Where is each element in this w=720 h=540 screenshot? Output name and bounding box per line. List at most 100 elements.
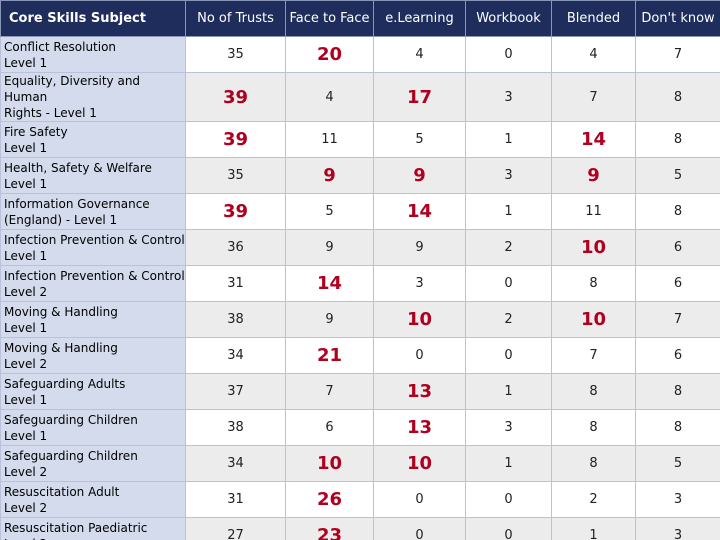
value-cell: 14 <box>285 265 374 302</box>
value-cell: 14 <box>551 121 636 158</box>
value-cell: 1 <box>465 373 552 410</box>
value-cell: 10 <box>373 301 466 338</box>
value-cell: 5 <box>285 193 374 230</box>
value-cell: 6 <box>635 265 720 302</box>
subject-cell: Infection Prevention & Control Level 1 <box>0 229 186 266</box>
value-cell: 0 <box>465 265 552 302</box>
value-cell: 0 <box>465 36 552 73</box>
value-cell: 2 <box>465 301 552 338</box>
subject-cell: Resuscitation Adult Level 2 <box>0 481 186 518</box>
row: Safeguarding Adults Level 1 37 7 13 1 8 8 <box>0 373 720 410</box>
header-row: Core Skills Subject No of Trusts Face to F… <box>0 0 720 37</box>
value-cell: 1 <box>551 517 636 540</box>
value-cell: 21 <box>285 337 374 374</box>
row: Conflict Resolution Level 1 35 20 4 0 4 7 <box>0 36 720 73</box>
subject-cell: Safeguarding Children Level 2 <box>0 445 186 482</box>
value-cell: 38 <box>185 409 286 446</box>
table-body: Conflict Resolution Level 1 35 20 4 0 4 7 Equal… <box>0 36 720 540</box>
value-cell: 3 <box>373 265 466 302</box>
value-cell: 39 <box>185 193 286 230</box>
value-cell: 8 <box>635 193 720 230</box>
value-cell: 31 <box>185 481 286 518</box>
value-cell: 7 <box>285 373 374 410</box>
value-cell: 13 <box>373 373 466 410</box>
value-cell: 10 <box>373 445 466 482</box>
subject-cell: Resuscitation Paediatric Level 2 <box>0 517 186 540</box>
value-cell: 37 <box>185 373 286 410</box>
row: Health, Safety & Welfare Level 1 35 9 9 3 9 5 <box>0 157 720 194</box>
value-cell: 23 <box>285 517 374 540</box>
row: Resuscitation Adult Level 2 31 26 0 0 2 3 <box>0 481 720 518</box>
value-cell: 5 <box>635 445 720 482</box>
value-cell: 8 <box>635 409 720 446</box>
value-cell: 3 <box>465 72 552 122</box>
row: Information Governance (England) - Level… <box>0 193 720 230</box>
value-cell: 9 <box>285 157 374 194</box>
table-header: Core Skills Subject No of Trusts Face to F… <box>0 0 720 37</box>
value-cell: 7 <box>551 337 636 374</box>
subject-cell: Infection Prevention & Control Level 2 <box>0 265 186 302</box>
row: Moving & Handling Level 2 34 21 0 0 7 6 <box>0 337 720 374</box>
subject-cell: Health, Safety & Welfare Level 1 <box>0 157 186 194</box>
value-cell: 3 <box>465 157 552 194</box>
subject-cell: Safeguarding Children Level 1 <box>0 409 186 446</box>
value-cell: 0 <box>373 481 466 518</box>
value-cell: 11 <box>285 121 374 158</box>
value-cell: 9 <box>285 301 374 338</box>
subject-cell: Moving & Handling Level 2 <box>0 337 186 374</box>
value-cell: 8 <box>551 265 636 302</box>
value-cell: 0 <box>373 337 466 374</box>
value-cell: 3 <box>635 481 720 518</box>
value-cell: 4 <box>551 36 636 73</box>
subject-cell: Fire Safety Level 1 <box>0 121 186 158</box>
value-cell: 8 <box>551 409 636 446</box>
value-cell: 1 <box>465 121 552 158</box>
subject-cell: Information Governance (England) - Level… <box>0 193 186 230</box>
value-cell: 13 <box>373 409 466 446</box>
value-cell: 1 <box>465 193 552 230</box>
value-cell: 8 <box>635 373 720 410</box>
value-cell: 20 <box>285 36 374 73</box>
row: Equality, Diversity and Human Rights - L… <box>0 72 720 122</box>
row: Infection Prevention & Control Level 2 31… <box>0 265 720 302</box>
value-cell: 9 <box>373 157 466 194</box>
header-cell: Don't know <box>635 0 720 37</box>
value-cell: 0 <box>465 517 552 540</box>
value-cell: 39 <box>185 72 286 122</box>
header-cell: Core Skills Subject <box>0 0 186 37</box>
row: Safeguarding Children Level 2 34 10 10 1 8 5 <box>0 445 720 482</box>
value-cell: 36 <box>185 229 286 266</box>
subject-cell: Equality, Diversity and Human Rights - L… <box>0 72 186 122</box>
value-cell: 4 <box>373 36 466 73</box>
value-cell: 3 <box>635 517 720 540</box>
value-cell: 17 <box>373 72 466 122</box>
value-cell: 34 <box>185 445 286 482</box>
value-cell: 1 <box>465 445 552 482</box>
value-cell: 4 <box>285 72 374 122</box>
value-cell: 27 <box>185 517 286 540</box>
subject-cell: Conflict Resolution Level 1 <box>0 36 186 73</box>
value-cell: 31 <box>185 265 286 302</box>
value-cell: 35 <box>185 36 286 73</box>
value-cell: 10 <box>285 445 374 482</box>
header-cell: Face to Face <box>285 0 374 37</box>
value-cell: 9 <box>373 229 466 266</box>
value-cell: 8 <box>635 121 720 158</box>
subject-cell: Moving & Handling Level 1 <box>0 301 186 338</box>
value-cell: 9 <box>551 157 636 194</box>
value-cell: 10 <box>551 229 636 266</box>
value-cell: 11 <box>551 193 636 230</box>
value-cell: 14 <box>373 193 466 230</box>
value-cell: 0 <box>465 337 552 374</box>
value-cell: 39 <box>185 121 286 158</box>
value-cell: 5 <box>635 157 720 194</box>
header-cell: e.Learning <box>373 0 466 37</box>
value-cell: 8 <box>551 373 636 410</box>
row: Moving & Handling Level 1 38 9 10 2 10 7 <box>0 301 720 338</box>
value-cell: 2 <box>465 229 552 266</box>
row: Fire Safety Level 1 39 11 5 1 14 8 <box>0 121 720 158</box>
value-cell: 2 <box>551 481 636 518</box>
value-cell: 6 <box>635 337 720 374</box>
value-cell: 6 <box>285 409 374 446</box>
